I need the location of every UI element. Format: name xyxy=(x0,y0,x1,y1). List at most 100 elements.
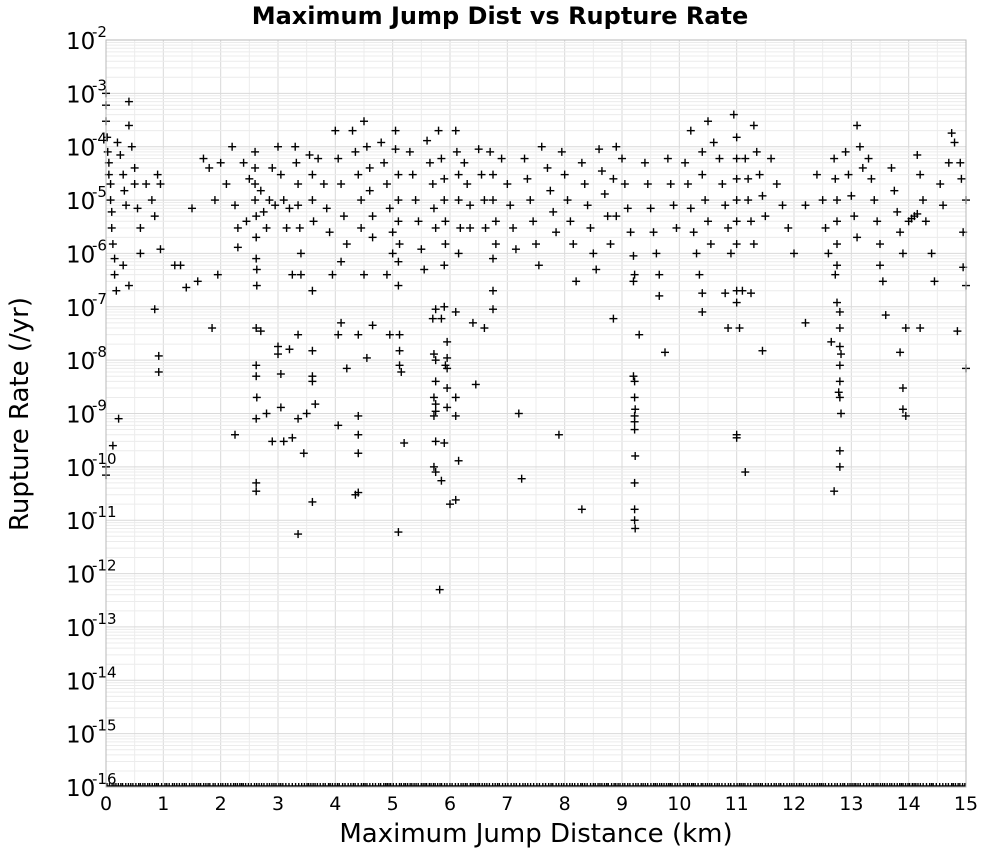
scatter-point xyxy=(835,324,844,333)
scatter-point xyxy=(686,204,695,213)
x-axis-label: Maximum Jump Distance (km) xyxy=(339,819,732,849)
scatter-point xyxy=(354,170,363,179)
scatter-point xyxy=(534,261,543,270)
scatter-point xyxy=(489,170,497,179)
scatter-point xyxy=(704,217,712,226)
scatter-point xyxy=(251,147,260,156)
scatter-point xyxy=(847,191,856,200)
scatter-point xyxy=(609,314,618,323)
scatter-point xyxy=(395,346,404,355)
scatter-point xyxy=(701,196,710,205)
scatter-point xyxy=(339,212,348,221)
scatter-point xyxy=(176,261,185,270)
scatter-point xyxy=(429,393,438,402)
scatter-point xyxy=(127,142,136,151)
scatter-points xyxy=(102,89,970,594)
scatter-point xyxy=(256,186,265,195)
scatter-point xyxy=(414,217,423,226)
scatter-point xyxy=(552,228,561,237)
scatter-point xyxy=(890,186,899,195)
scatter-point xyxy=(274,350,282,359)
scatter-point xyxy=(322,204,331,213)
scatter-point xyxy=(113,138,122,147)
scatter-point xyxy=(408,170,417,179)
scatter-point xyxy=(437,314,446,323)
scatter-point xyxy=(360,117,368,126)
y-tick-labels: 10-210-310-410-510-610-710-810-910-1010-… xyxy=(66,23,117,802)
scatter-point xyxy=(154,367,163,376)
scatter-point xyxy=(428,180,437,189)
scatter-point xyxy=(830,154,839,163)
scatter-point xyxy=(199,154,208,163)
x-tick-label: 12 xyxy=(782,793,806,815)
scatter-point xyxy=(451,495,460,504)
scatter-point xyxy=(833,298,841,307)
scatter-point xyxy=(738,286,747,295)
scatter-point xyxy=(790,249,798,258)
scatter-point xyxy=(837,409,846,418)
scatter-point xyxy=(441,217,450,226)
scatter-point xyxy=(150,305,159,314)
scatter-point xyxy=(292,158,301,167)
scatter-point xyxy=(646,204,655,213)
scatter-point xyxy=(443,364,452,373)
scatter-point xyxy=(630,425,639,434)
scatter-point xyxy=(864,154,873,163)
scatter-point xyxy=(130,163,139,172)
scatter-point xyxy=(833,261,841,270)
scatter-point xyxy=(586,223,595,232)
scatter-point xyxy=(709,138,718,147)
scatter-point xyxy=(623,204,632,213)
scatter-point xyxy=(440,196,449,205)
scatter-point xyxy=(395,240,404,249)
scatter-point xyxy=(103,133,112,142)
scatter-point xyxy=(901,411,910,420)
scatter-point xyxy=(365,163,374,172)
x-tick-labels: 0 1 2 3 4 5 6 7 8 9 10 11 12 13 14 15 xyxy=(100,793,978,815)
scatter-point xyxy=(577,158,586,167)
scatter-point xyxy=(749,121,758,130)
y-tick-exponent: -11 xyxy=(92,503,117,521)
scatter-point xyxy=(208,324,217,333)
scatter-point xyxy=(252,372,261,381)
scatter-point xyxy=(626,228,635,237)
scatter-point xyxy=(437,154,446,163)
scatter-point xyxy=(572,277,581,286)
scatter-point xyxy=(276,170,285,179)
scatter-point xyxy=(423,136,432,145)
scatter-point xyxy=(511,245,520,254)
scatter-point xyxy=(893,207,902,216)
y-tick-exponent: -3 xyxy=(92,76,107,94)
scatter-point xyxy=(454,249,463,258)
scatter-point xyxy=(643,180,652,189)
scatter-point xyxy=(334,154,343,163)
scatter-point xyxy=(205,163,214,172)
scatter-point xyxy=(394,217,403,226)
scatter-point xyxy=(732,298,741,307)
scatter-point xyxy=(724,223,733,232)
scatter-point xyxy=(252,414,261,423)
y-tick-label: 10 xyxy=(66,669,95,695)
scatter-point xyxy=(231,430,239,439)
scatter-point xyxy=(440,261,449,270)
scatter-point xyxy=(112,286,121,295)
scatter-point xyxy=(308,346,317,355)
scatter-point xyxy=(732,240,741,249)
scatter-point xyxy=(210,196,219,205)
y-tick-label: 10 xyxy=(66,776,95,802)
scatter-point xyxy=(106,196,115,205)
scatter-point xyxy=(103,147,112,156)
y-tick-exponent: -2 xyxy=(92,23,107,41)
x-tick-label: 5 xyxy=(387,793,399,815)
scatter-point xyxy=(429,204,438,213)
x-tick-label: 9 xyxy=(616,793,628,815)
scatter-point xyxy=(429,462,438,471)
scatter-point xyxy=(274,342,282,351)
scatter-point xyxy=(878,277,887,286)
scatter-point xyxy=(302,409,311,418)
scatter-point xyxy=(182,283,191,292)
scatter-point xyxy=(454,170,463,179)
scatter-point xyxy=(454,196,463,205)
x-tick-label: 3 xyxy=(272,793,284,815)
scatter-point xyxy=(136,223,145,232)
